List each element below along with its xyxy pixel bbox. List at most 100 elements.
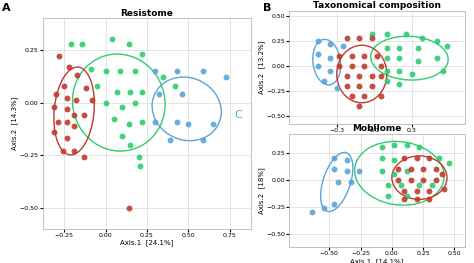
Point [125,42,133,46]
Point [102,69,109,73]
Point [396,56,403,60]
Point [396,69,403,73]
Point [432,178,439,182]
Point [403,143,410,147]
Point [361,64,368,68]
Point [408,72,416,76]
Point [433,56,441,60]
Point [89,98,96,103]
Point [407,178,414,182]
Point [391,143,398,147]
Point [117,69,124,73]
Point [173,69,181,73]
Point [401,156,408,160]
Point [327,69,334,73]
Point [151,69,159,73]
Point [426,156,433,160]
Point [343,158,351,162]
Point [394,167,402,171]
Point [138,119,146,124]
Point [125,122,133,126]
Point [54,119,61,124]
Point [348,54,356,58]
Point [377,74,384,78]
Point [378,156,386,160]
Point [377,64,384,68]
Point [178,92,185,96]
Point [50,130,58,134]
Point [320,79,328,83]
Point [330,167,338,171]
Point [356,104,363,108]
Point [314,52,322,56]
Point [73,73,81,77]
Point [348,64,356,68]
Point [432,167,439,171]
Point [132,69,139,73]
Point [396,46,403,50]
Y-axis label: Axis.2  [13.2%]: Axis.2 [13.2%] [258,41,264,94]
Point [414,59,422,63]
Point [436,156,443,160]
Point [418,36,426,41]
Point [70,149,78,153]
Point [118,105,126,109]
Point [401,189,408,193]
Point [384,183,392,187]
Point [343,36,351,41]
Point [343,74,351,78]
Point [383,56,391,60]
Point [125,206,133,210]
Point [356,74,363,78]
Point [377,94,384,98]
Point [132,100,139,105]
Point [80,155,88,159]
Point [102,100,109,105]
Point [320,206,328,210]
Point [118,134,126,138]
Point [67,42,74,46]
Point [419,178,427,182]
Point [314,64,322,68]
Point [343,84,351,88]
Point [184,122,192,126]
Point [223,75,230,79]
Point [334,180,342,184]
Point [414,46,422,50]
Point [383,79,391,83]
Point [127,90,134,94]
Point [401,197,408,201]
Point [138,52,146,56]
Point [314,39,322,43]
Point [327,56,334,60]
Point [384,194,392,198]
Point [407,167,414,171]
Point [361,54,368,58]
Y-axis label: Axis.2  [14.3%]: Axis.2 [14.3%] [11,97,18,150]
Point [166,138,174,143]
Point [55,54,63,58]
Point [397,183,404,187]
Point [137,164,144,168]
Point [330,156,338,160]
Point [378,145,386,149]
Point [356,36,363,41]
Y-axis label: Axis.2  [18%]: Axis.2 [18%] [258,167,264,214]
Point [151,119,159,124]
Point [79,42,86,46]
Point [64,119,71,124]
Point [438,172,446,176]
Point [64,107,71,111]
Point [82,86,90,90]
Point [368,74,375,78]
Point [416,183,423,187]
Point [308,210,316,215]
Point [356,84,363,88]
Point [333,86,340,90]
Point [419,167,427,171]
Point [368,36,375,41]
Point [155,92,162,96]
Point [138,90,146,94]
Point [64,96,71,100]
Point [368,84,375,88]
